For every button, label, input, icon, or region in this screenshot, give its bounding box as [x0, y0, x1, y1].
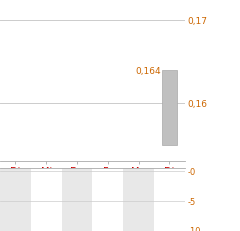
Text: 0,17: 0,17: [187, 17, 207, 26]
Text: 0,164: 0,164: [135, 66, 161, 75]
Bar: [123, 169, 154, 231]
Text: -10: -10: [187, 227, 201, 231]
Text: -0: -0: [187, 167, 195, 176]
Text: 0,16: 0,16: [187, 99, 207, 108]
Bar: [31, 169, 62, 231]
Text: -5: -5: [187, 197, 195, 206]
Bar: [92, 169, 123, 231]
Bar: [162, 71, 177, 145]
Bar: [154, 169, 185, 231]
Bar: [0, 169, 31, 231]
Bar: [62, 169, 92, 231]
